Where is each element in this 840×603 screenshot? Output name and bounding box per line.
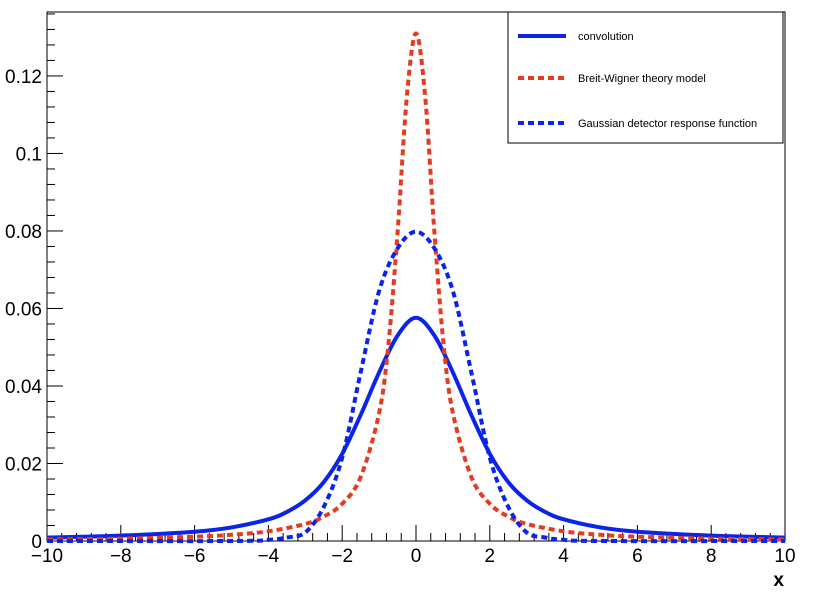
x-tick-label: −4 xyxy=(258,546,280,567)
legend-entry-breit-wigner: Breit-Wigner theory model xyxy=(518,73,706,85)
y-tick-label: 0.08 xyxy=(5,222,42,243)
y-tick-label: 0.1 xyxy=(16,144,42,165)
legend-entry-convolution: convolution xyxy=(518,31,634,43)
x-tick-label: −2 xyxy=(331,546,353,567)
legend-label: Gaussian detector response function xyxy=(578,118,757,130)
x-axis-title: x xyxy=(773,570,784,591)
legend-entry-gaussian: Gaussian detector response function xyxy=(518,118,757,130)
y-tick-label: 0.04 xyxy=(5,377,42,398)
y-tick-label: 0.02 xyxy=(5,454,42,475)
series-breit-wigner xyxy=(46,31,786,542)
x-tick-label: −10 xyxy=(31,546,63,567)
y-tick-label: 0 xyxy=(31,532,42,553)
y-tick-label: 0.06 xyxy=(5,299,42,320)
legend-label: Breit-Wigner theory model xyxy=(578,73,706,85)
x-tick-label: 8 xyxy=(706,546,717,567)
x-tick-label: −8 xyxy=(110,546,132,567)
x-tick-label: 6 xyxy=(632,546,643,567)
x-tick-label: 0 xyxy=(411,546,422,567)
series-gaussian xyxy=(46,229,786,544)
y-tick-label: 0.12 xyxy=(5,67,42,88)
legend-label: convolution xyxy=(578,31,634,43)
x-tick-label: −6 xyxy=(184,546,206,567)
x-tick-label: 2 xyxy=(485,546,496,567)
x-tick-label: 4 xyxy=(558,546,569,567)
series-convolution xyxy=(46,315,786,540)
x-tick-label: 10 xyxy=(774,546,795,567)
